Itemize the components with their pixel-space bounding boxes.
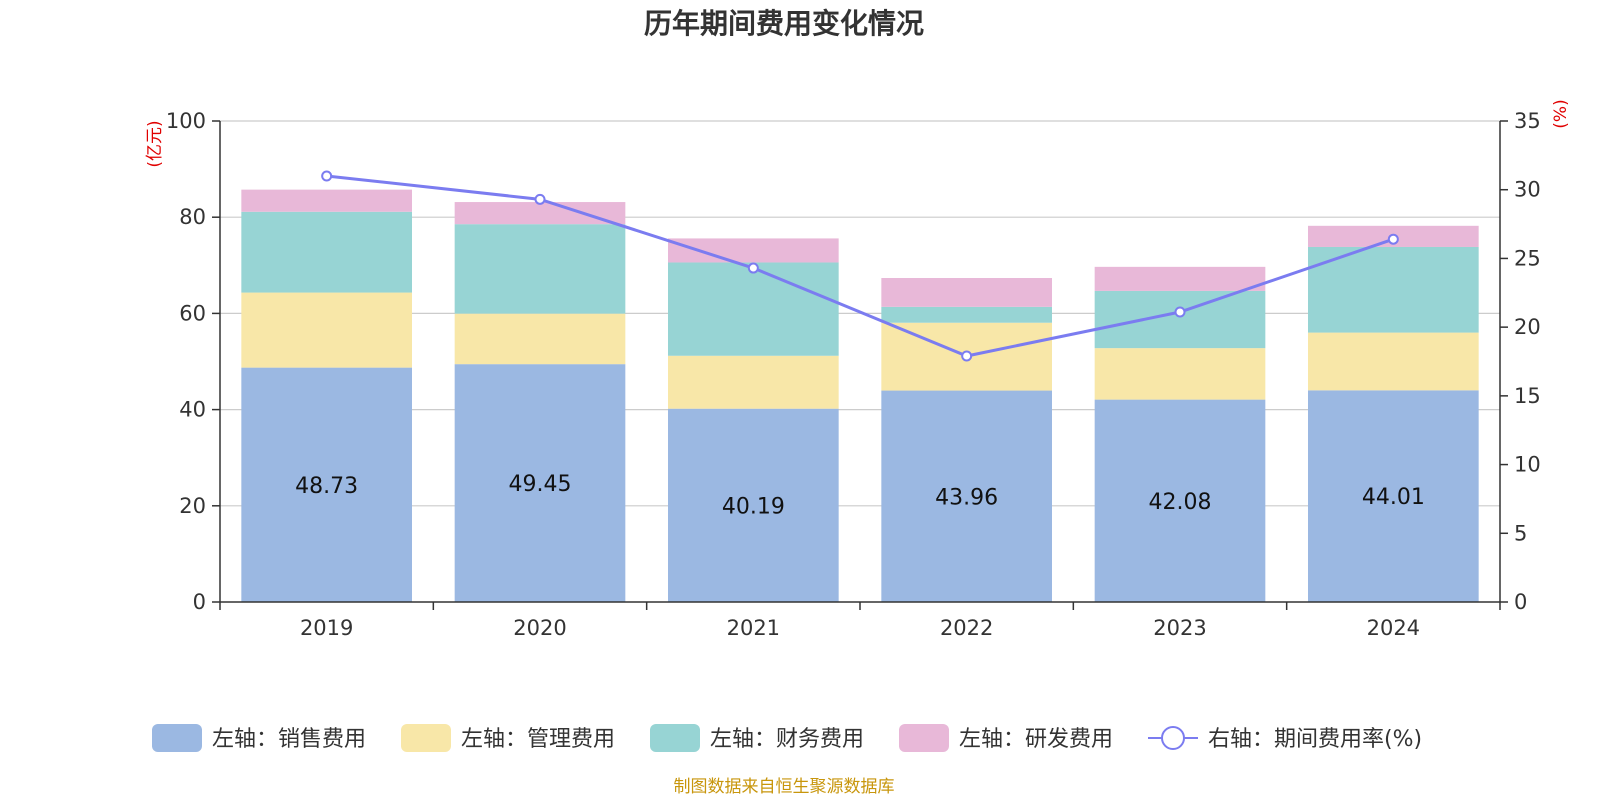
data-labels: 48.73 49.45 40.19 43.96 42.08 44.01 <box>295 472 1425 519</box>
right-axis-tick-label: 25 <box>1514 246 1541 270</box>
left-axis-tick-label: 0 <box>193 590 206 614</box>
x-axis-tick-label: 2023 <box>1153 616 1206 640</box>
legend-label: 左轴：销售费用 <box>212 727 366 752</box>
bar-data-label: 43.96 <box>935 485 998 510</box>
bar-data-label: 44.01 <box>1362 485 1425 510</box>
bar-segment <box>668 355 839 409</box>
rate-point <box>321 170 333 182</box>
left-axis-unit: (亿元) <box>145 120 165 167</box>
bar-segment <box>1308 332 1479 391</box>
bar-segment <box>241 211 412 293</box>
bar-segment <box>881 390 1052 602</box>
axes: 0 20 40 60 80 100 0 5 10 15 20 25 30 35 2019 2020 2021 20… <box>166 109 1541 640</box>
legend: 左轴：销售费用 左轴：管理费用 左轴：财务费用 左轴：研发费用 右轴：期间费用率(%) <box>152 724 1422 752</box>
legend-marker <box>1161 726 1185 750</box>
line-series <box>321 170 1399 362</box>
x-axis-tick-label: 2022 <box>940 616 993 640</box>
chart-title: 历年期间费用变化情况 <box>644 7 924 40</box>
left-axis-tick-label: 20 <box>179 494 206 518</box>
source-note: 制图数据来自恒生聚源数据库 <box>674 777 895 797</box>
bar-segment <box>1094 399 1266 602</box>
bar-segment <box>241 292 412 368</box>
right-axis-unit: (%) <box>1551 99 1571 128</box>
right-axis-tick-label: 15 <box>1514 384 1541 408</box>
rate-point <box>534 193 546 205</box>
legend-swatch <box>152 724 202 752</box>
bar-series <box>241 189 1479 602</box>
right-axis-tick-label: 10 <box>1514 453 1541 477</box>
bar-data-label: 48.73 <box>295 474 358 499</box>
right-axis-tick-label: 5 <box>1514 521 1527 545</box>
bar-segment <box>668 408 839 602</box>
bar-data-label: 40.19 <box>722 494 785 519</box>
x-axis-tick-label: 2024 <box>1367 616 1420 640</box>
bar-segment <box>1308 246 1479 333</box>
bar-segment <box>454 224 626 314</box>
bar-segment <box>241 189 412 212</box>
rate-point <box>1174 306 1186 318</box>
bar-segment <box>1308 390 1479 602</box>
bar-segment <box>881 277 1052 307</box>
left-axis-tick-label: 80 <box>179 205 206 229</box>
legend-swatch <box>899 724 949 752</box>
right-axis-tick-label: 0 <box>1514 590 1527 614</box>
bar-segment <box>881 306 1052 323</box>
bar-segment <box>454 364 626 602</box>
bar-segment <box>454 313 626 365</box>
bar-segment <box>454 202 626 225</box>
right-axis-tick-label: 30 <box>1514 178 1541 202</box>
x-axis-tick-label: 2021 <box>727 616 780 640</box>
bar-segment <box>1094 290 1266 349</box>
bar-segment <box>1094 266 1266 291</box>
rate-point <box>1387 233 1399 245</box>
bar-segment <box>668 238 839 263</box>
bar-segment <box>668 262 839 356</box>
bar-segment <box>1094 348 1266 400</box>
legend-swatch <box>650 724 700 752</box>
rate-point <box>747 262 759 274</box>
bar-data-label: 42.08 <box>1149 490 1212 515</box>
legend-label: 左轴：管理费用 <box>461 727 615 752</box>
left-axis-tick-label: 60 <box>179 301 206 325</box>
left-axis-tick-label: 100 <box>166 109 206 133</box>
legend-label: 左轴：财务费用 <box>710 727 864 752</box>
left-axis-tick-label: 40 <box>179 398 206 422</box>
legend-label: 右轴：期间费用率(%) <box>1208 727 1422 752</box>
right-axis-tick-label: 20 <box>1514 315 1541 339</box>
bar-segment <box>241 367 412 602</box>
x-axis-tick-label: 2020 <box>513 616 566 640</box>
legend-swatch <box>401 724 451 752</box>
bar-data-label: 49.45 <box>509 472 572 497</box>
rate-point <box>961 350 973 362</box>
rate-line <box>326 174 1394 358</box>
legend-label: 左轴：研发费用 <box>959 727 1113 752</box>
x-axis-tick-label: 2019 <box>300 616 353 640</box>
right-axis-tick-label: 35 <box>1514 109 1541 133</box>
